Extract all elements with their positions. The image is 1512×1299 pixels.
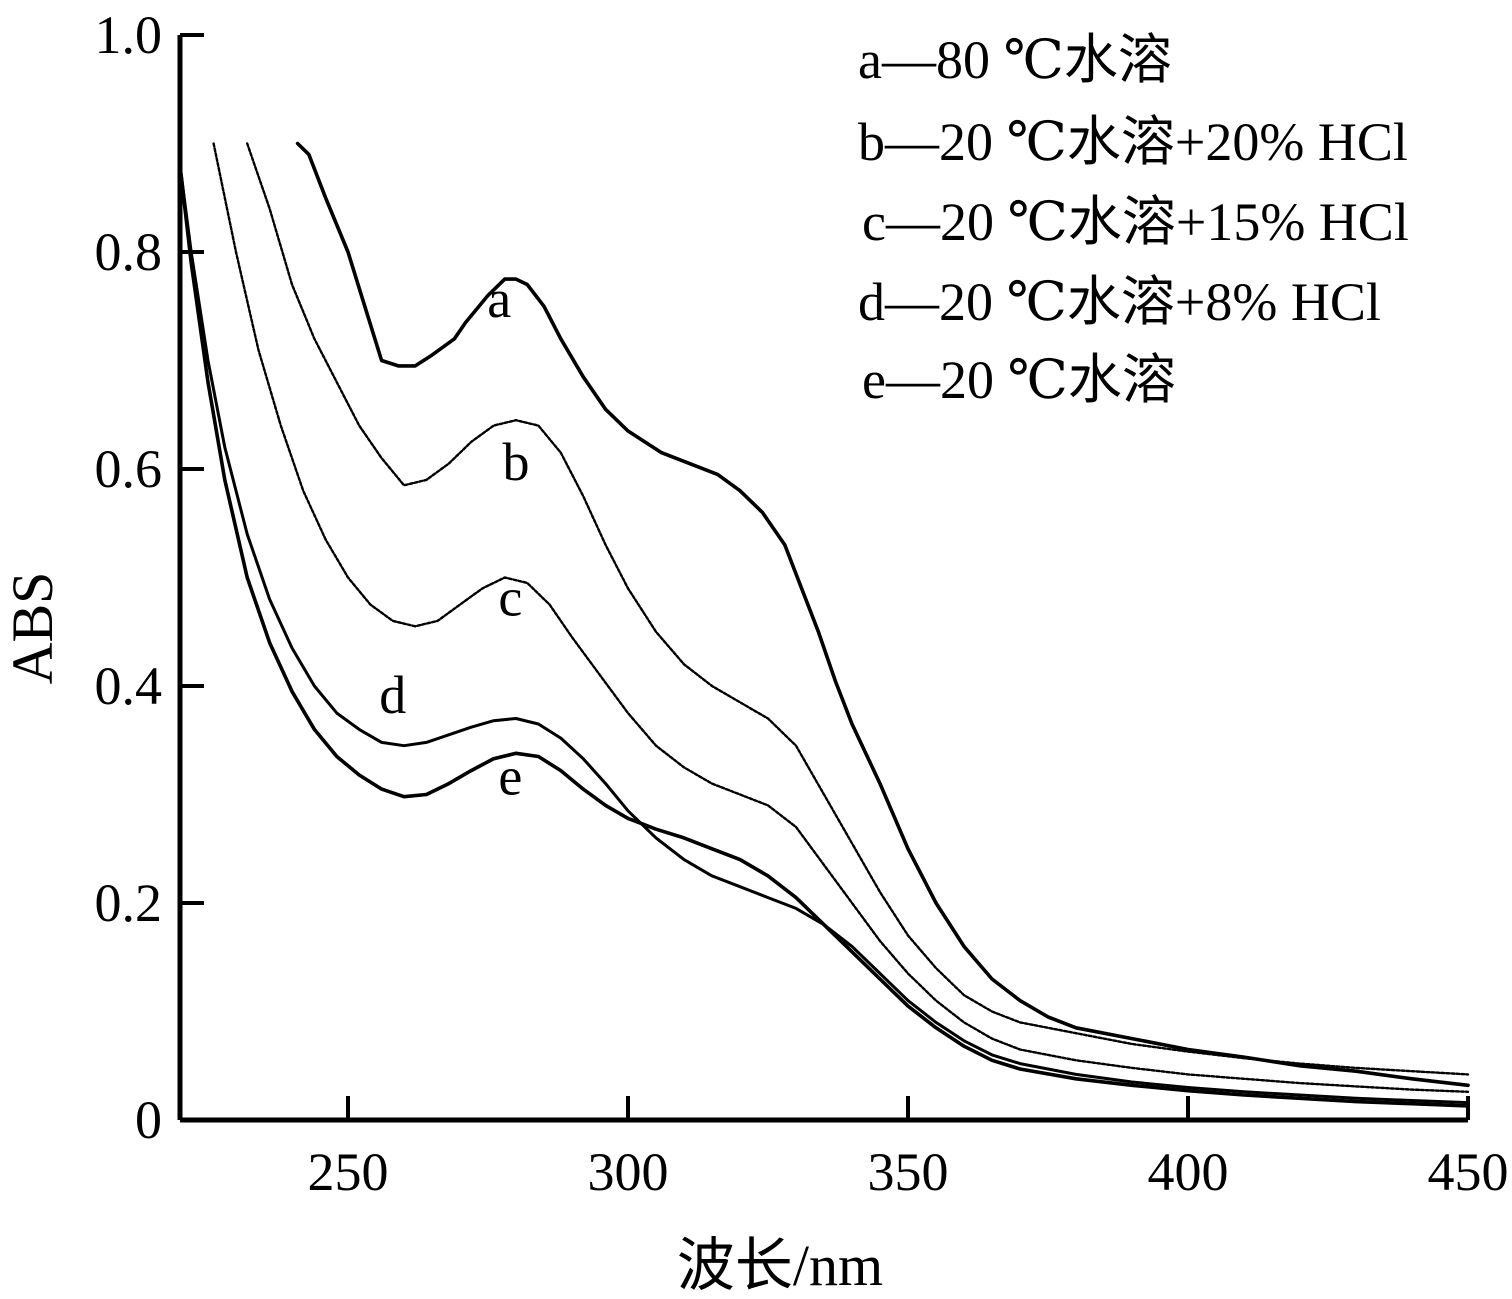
curve-label-d: d [379, 665, 406, 725]
x-tick-label: 450 [1428, 1142, 1509, 1202]
series-layer [178, 141, 1470, 1108]
x-tick-label: 400 [1148, 1142, 1229, 1202]
series-line-b [245, 142, 1470, 1076]
y-tick-label: 0.4 [95, 656, 163, 716]
legend-entry-a: a—80 ℃水溶 [858, 30, 1172, 90]
curve-label-a: a [487, 269, 511, 329]
curve-label-e: e [498, 747, 522, 807]
x-ticks: 250 300 350 400 450 [308, 1096, 1509, 1202]
legend: a—80 ℃水溶 b—20 ℃水溶+20% HCl c—20 ℃水溶+15% H… [858, 30, 1409, 410]
x-tick-label: 300 [588, 1142, 669, 1202]
x-tick-label: 250 [308, 1142, 389, 1202]
y-tick-label: 0.6 [95, 439, 163, 499]
y-axis-title: ABS [0, 572, 65, 685]
curve-labels: a b c d e [379, 269, 529, 806]
curve-label-b: b [503, 432, 530, 492]
series-line-c [212, 142, 1470, 1094]
series-line-a [295, 141, 1470, 1088]
curve-label-c: c [498, 567, 522, 627]
axes [177, 35, 1468, 1123]
legend-entry-b: b—20 ℃水溶+20% HCl [858, 112, 1408, 172]
legend-entry-e: e—20 ℃水溶 [862, 350, 1176, 410]
x-axis-title: 波长/nm [677, 1233, 883, 1298]
y-tick-label: 0.8 [95, 222, 163, 282]
y-ticks: 0 0.2 0.4 0.6 0.8 1.0 [95, 5, 204, 1150]
y-tick-label: 0.2 [95, 873, 163, 933]
legend-entry-c: c—20 ℃水溶+15% HCl [862, 192, 1409, 252]
legend-entry-d: d—20 ℃水溶+8% HCl [858, 272, 1381, 332]
y-tick-label: 0 [135, 1090, 162, 1150]
y-tick-label: 1.0 [95, 5, 163, 65]
x-tick-label: 350 [868, 1142, 949, 1202]
series-line-e [178, 163, 1470, 1108]
